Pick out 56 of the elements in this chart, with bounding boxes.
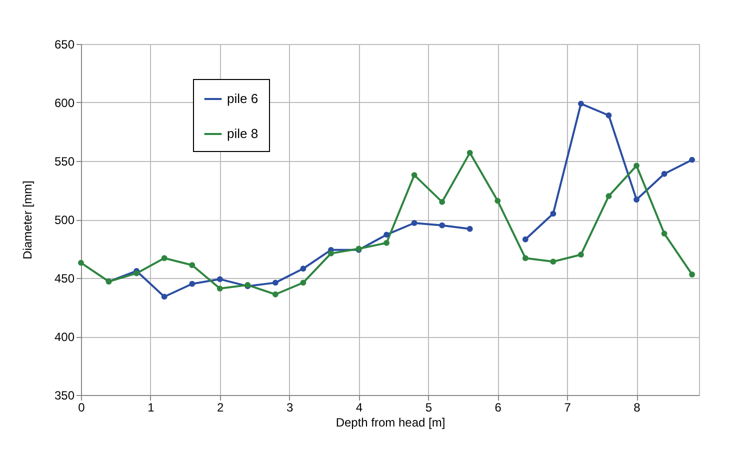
point — [634, 162, 640, 169]
point — [328, 250, 334, 256]
y-tick-label: 600 — [54, 96, 75, 110]
point — [689, 156, 696, 163]
y-tick-label: 550 — [54, 154, 75, 168]
x-tick-label: 1 — [148, 400, 155, 414]
x-tick-label: 3 — [286, 400, 294, 414]
y-tick-label: 350 — [54, 388, 75, 402]
point — [189, 280, 196, 287]
point — [522, 236, 528, 242]
point — [189, 262, 196, 268]
point — [494, 198, 501, 204]
point — [411, 172, 418, 178]
point — [384, 232, 390, 238]
x-tick-label: 0 — [78, 400, 86, 414]
point — [466, 150, 473, 156]
point — [439, 199, 446, 205]
point — [272, 291, 278, 298]
point — [578, 100, 584, 107]
point — [78, 260, 84, 266]
point — [606, 193, 612, 200]
point — [411, 220, 418, 226]
point — [272, 280, 278, 286]
point — [300, 266, 306, 272]
point — [661, 230, 668, 236]
x-tick-label: 4 — [356, 400, 363, 414]
y-tick-label: 650 — [54, 38, 75, 52]
x-tick-label: 7 — [564, 400, 572, 414]
point — [161, 294, 168, 300]
point — [578, 252, 584, 258]
x-tick-label: 8 — [634, 400, 641, 414]
point — [550, 210, 556, 217]
x-tick-label: 2 — [217, 400, 224, 414]
y-tick-label: 500 — [54, 213, 75, 227]
x-axis-title: Depth from head [m] — [336, 416, 446, 430]
legend-label: pile 6 — [227, 91, 258, 106]
x-tick-label: 5 — [425, 400, 432, 414]
point — [661, 170, 668, 177]
y-tick-label: 450 — [54, 272, 75, 286]
y-tick-label: 400 — [54, 330, 75, 344]
point — [134, 270, 140, 276]
point — [216, 276, 223, 282]
point — [216, 286, 223, 292]
point — [606, 112, 612, 118]
point — [689, 272, 696, 278]
legend-label: pile 8 — [227, 126, 258, 141]
point — [439, 222, 446, 228]
y-axis-title: Diameter [mm] — [20, 180, 34, 260]
point — [466, 226, 473, 232]
point — [384, 240, 390, 246]
point — [634, 196, 640, 203]
point — [522, 255, 528, 262]
point — [161, 255, 168, 262]
point — [550, 258, 556, 265]
point — [300, 280, 306, 286]
x-tick-label: 6 — [494, 400, 502, 414]
